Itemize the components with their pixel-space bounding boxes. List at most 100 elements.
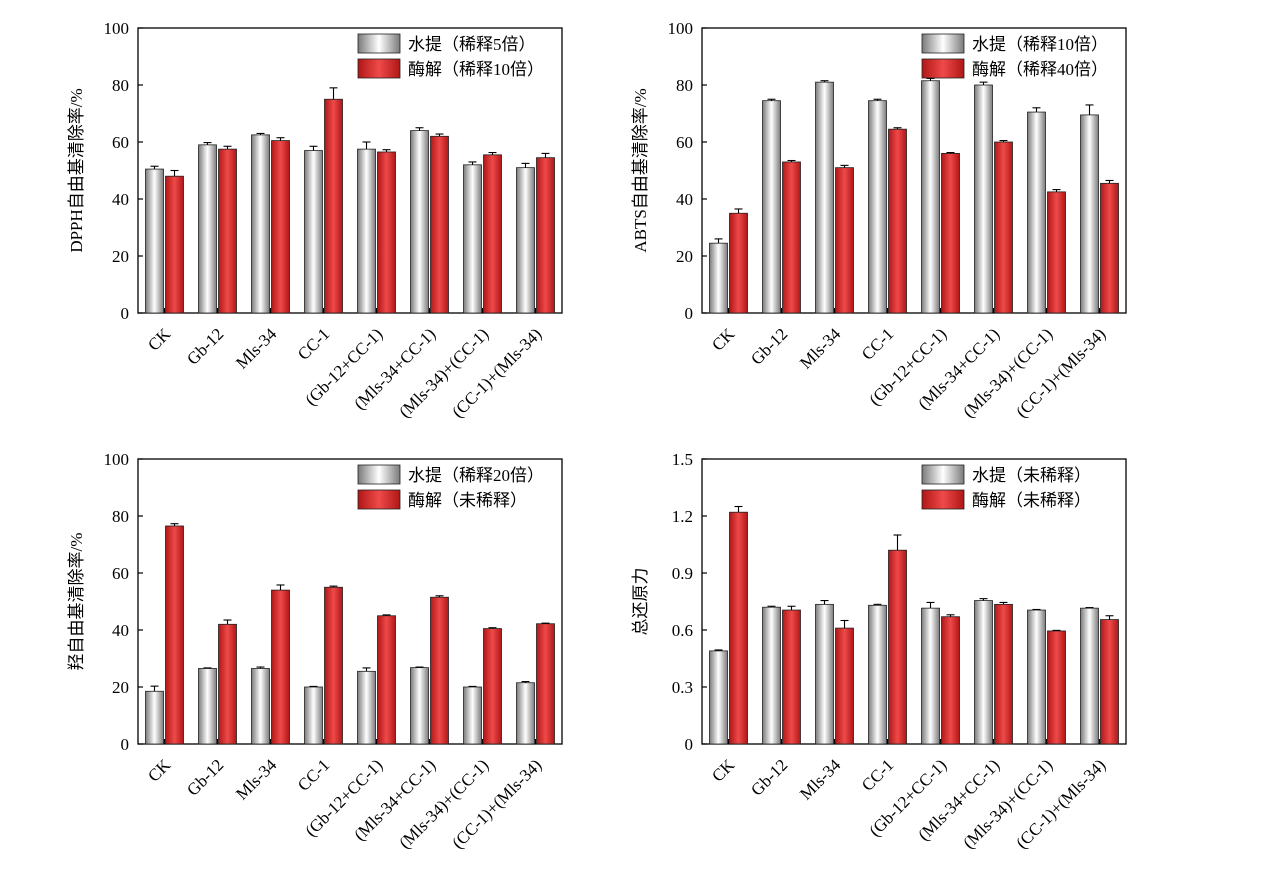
- bar-red: [218, 148, 237, 314]
- y-tick-label: 0: [685, 735, 694, 754]
- x-tick-label: CK: [144, 324, 175, 355]
- y-tick-label: 40: [676, 190, 693, 209]
- bar-red: [729, 511, 748, 745]
- bar-gray: [709, 650, 728, 745]
- x-tick-label: Gb-12: [183, 324, 227, 368]
- legend-swatch-red: [357, 489, 401, 510]
- x-tick-label: CK: [708, 324, 739, 355]
- bar-gray: [1027, 111, 1046, 314]
- x-tick-label: CK: [144, 755, 175, 786]
- y-tick-label: 0.3: [672, 678, 693, 697]
- legend-label: 酶解（稀释10倍）: [408, 60, 544, 79]
- bar-gray: [815, 603, 834, 745]
- bar-gray: [1080, 607, 1099, 745]
- x-tick-label: Mls-34: [232, 755, 281, 804]
- bar-gray: [145, 168, 164, 314]
- y-tick-label: 100: [104, 19, 130, 38]
- legend-swatch-red: [921, 489, 965, 510]
- bar-gray: [357, 148, 376, 314]
- bar-red: [165, 525, 184, 745]
- legend-label: 水提（稀释10倍）: [972, 35, 1108, 54]
- bar-red: [271, 589, 290, 745]
- y-tick-label: 80: [112, 76, 129, 95]
- legend-label: 酶解（未稀释）: [408, 491, 527, 510]
- x-tick-label: (Mls-34)+(CC-1): [959, 755, 1056, 852]
- y-tick-label: 20: [112, 247, 129, 266]
- bar-red: [1047, 191, 1066, 314]
- x-tick-label: CC-1: [294, 755, 333, 794]
- bar-gray: [1027, 609, 1046, 745]
- bar-gray: [762, 100, 781, 314]
- bar-gray: [410, 130, 429, 314]
- bar-red: [941, 152, 960, 314]
- y-tick-label: 80: [676, 76, 693, 95]
- bar-red: [536, 157, 555, 314]
- x-tick-label: CK: [708, 755, 739, 786]
- bar-red: [483, 154, 502, 314]
- y-tick-label: 0.9: [672, 564, 693, 583]
- bar-red: [1047, 630, 1066, 745]
- x-tick-label: CC-1: [294, 324, 333, 363]
- bar-gray: [198, 668, 217, 745]
- y-axis-label: ABTS自由基清除率/%: [631, 88, 650, 252]
- bar-gray: [921, 80, 940, 314]
- y-tick-label: 100: [668, 19, 694, 38]
- bar-gray: [251, 134, 270, 314]
- bar-gray: [463, 164, 482, 314]
- bar-red: [430, 596, 449, 745]
- legend-label: 水提（稀释20倍）: [408, 466, 544, 485]
- bar-red: [782, 161, 801, 314]
- y-axis-label: 总还原力: [631, 568, 650, 636]
- bar-gray: [921, 607, 940, 745]
- x-tick-label: Mls-34: [232, 324, 281, 373]
- bar-gray: [516, 167, 535, 314]
- plot-frame: [701, 458, 1127, 745]
- legend-swatch-gray: [921, 464, 965, 485]
- bar-red: [483, 628, 502, 745]
- bar-gray: [974, 84, 993, 314]
- bar-gray: [868, 604, 887, 745]
- bar-gray: [463, 686, 482, 745]
- y-tick-label: 0: [121, 304, 130, 323]
- legend-label: 水提（未稀释）: [972, 466, 1091, 485]
- y-tick-label: 100: [104, 450, 130, 469]
- x-tick-label: (Mls-34)+(CC-1): [395, 324, 492, 421]
- y-axis-label: 羟自由基清除率/%: [67, 533, 86, 671]
- y-tick-label: 60: [112, 564, 129, 583]
- bar-gray: [304, 150, 323, 314]
- bar-gray: [198, 144, 217, 314]
- bar-red: [218, 623, 237, 745]
- x-tick-label: Gb-12: [747, 755, 791, 799]
- y-axis-label: DPPH自由基清除率/%: [67, 88, 86, 252]
- y-tick-label: 1.2: [672, 507, 693, 526]
- x-tick-label: CC-1: [858, 755, 897, 794]
- bar-gray: [410, 667, 429, 745]
- bar-gray: [762, 606, 781, 745]
- x-tick-label: (CC-1)+(Mls-34): [1012, 755, 1109, 852]
- y-tick-label: 60: [676, 133, 693, 152]
- bar-red: [941, 616, 960, 745]
- bar-red: [377, 151, 396, 314]
- legend-label: 酶解（稀释40倍）: [972, 60, 1108, 79]
- bar-red: [377, 615, 396, 745]
- bar-gray: [516, 682, 535, 745]
- bar-red: [729, 212, 748, 314]
- bar-red: [430, 135, 449, 314]
- x-tick-label: Gb-12: [183, 755, 227, 799]
- x-tick-label: (Mls-34)+(CC-1): [395, 755, 492, 852]
- bar-gray: [304, 686, 323, 745]
- bar-red: [835, 627, 854, 745]
- bar-red: [271, 140, 290, 314]
- bar-gray: [815, 81, 834, 314]
- bar-red: [324, 586, 343, 745]
- y-tick-label: 0: [121, 735, 130, 754]
- y-tick-label: 40: [112, 621, 129, 640]
- bar-red: [782, 609, 801, 745]
- y-tick-label: 0.6: [672, 621, 693, 640]
- bar-red: [1100, 182, 1119, 314]
- y-tick-label: 60: [112, 133, 129, 152]
- legend-swatch-gray: [357, 464, 401, 485]
- legend-swatch-gray: [921, 33, 965, 54]
- x-tick-label: (CC-1)+(Mls-34): [448, 324, 545, 421]
